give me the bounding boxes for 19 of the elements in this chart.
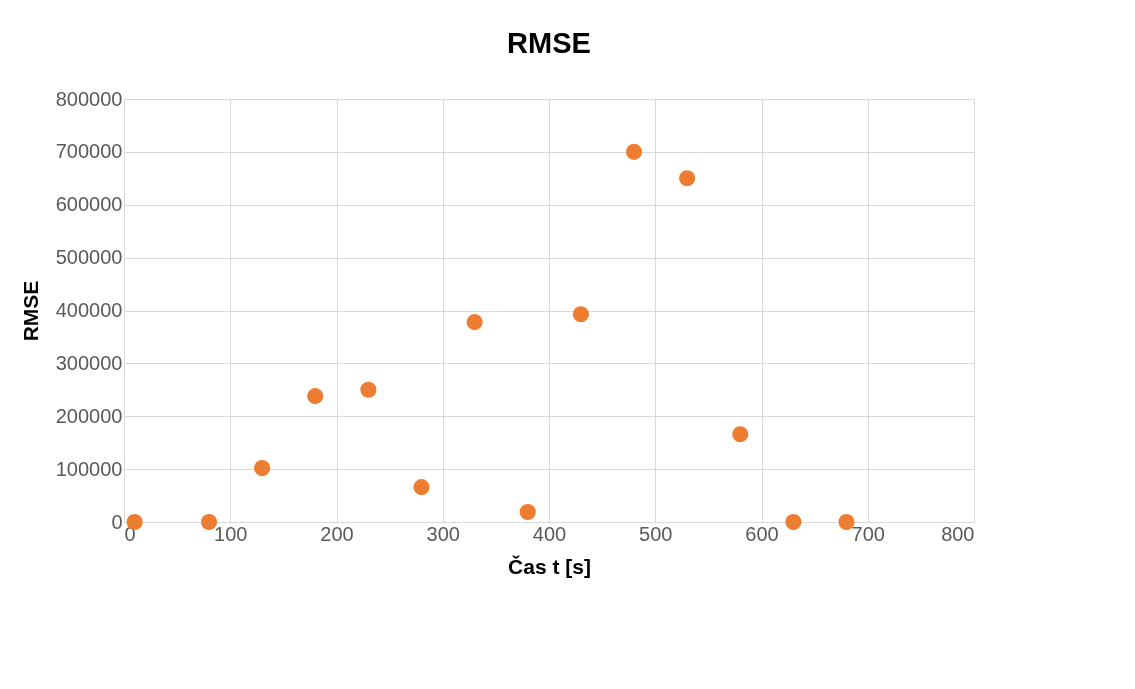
x-tick-label: 700 xyxy=(851,522,885,545)
y-tick-label: 300000 xyxy=(55,351,123,374)
y-tick-label: 400000 xyxy=(55,299,123,321)
y-tick-label: 700000 xyxy=(55,140,123,163)
x-tick-label: 400 xyxy=(532,522,567,545)
x-tick-label: 600 xyxy=(745,522,779,545)
x-tick-label: 300 xyxy=(426,522,460,545)
y-tick-label: 800000 xyxy=(55,87,123,110)
x-tick-label: 100 xyxy=(214,522,248,545)
x-tick-label: 500 xyxy=(639,522,673,545)
x-axis-title: Čas t [s] xyxy=(508,554,591,578)
y-axis-title: RMSE xyxy=(18,280,42,342)
y-tick-label: 600000 xyxy=(55,193,123,216)
x-tick-label: 200 xyxy=(320,522,354,545)
y-tick-label: 500000 xyxy=(55,246,123,269)
x-tick-label: 800 xyxy=(941,522,975,545)
chart-title: RMSE xyxy=(507,27,591,59)
y-tick-label: 200000 xyxy=(55,404,123,427)
y-tick-label: 100000 xyxy=(55,457,123,480)
